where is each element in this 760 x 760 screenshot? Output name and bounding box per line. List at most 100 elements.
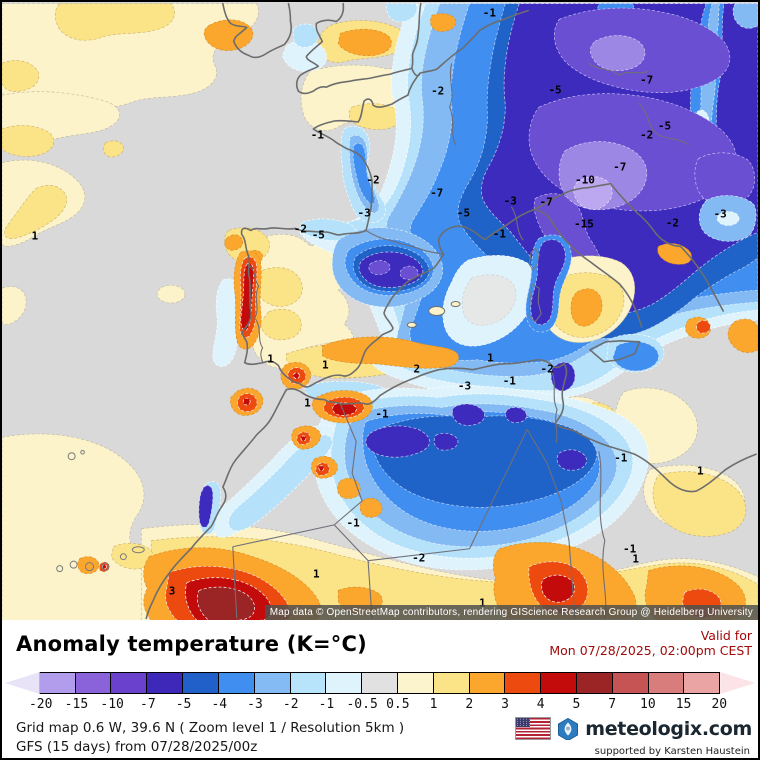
scale-tick: -15 [64,697,89,712]
layer-islands [56,301,461,573]
scale-tick: -0.5 [346,697,378,712]
scale-tick: 20 [711,697,728,712]
contour-label: 3 [168,584,176,598]
contour-label: -5 [311,228,325,242]
scale-tick: 0.5 [386,697,410,712]
contour-label: -15 [573,217,594,231]
scale-cell [540,672,577,694]
contour-label: -1 [492,227,506,241]
map-attribution: Map data © OpenStreetMap contributors, r… [264,605,758,620]
scale-tick: -5 [175,697,192,712]
scale-cell [504,672,542,694]
scale-cell [432,672,470,694]
scale-cell [468,672,506,694]
valid-datetime: Mon 07/28/2025, 02:00pm CEST [549,643,752,658]
scale-tick: -7 [140,697,156,712]
brand-row: meteologix.com [515,717,752,740]
scale-tick: -1 [318,697,335,712]
grid-info-line2: GFS (15 days) from 07/28/2025/00z [16,739,258,755]
contour-label: -2 [540,362,554,376]
contour-label: 1 [479,596,486,610]
scale-tick: 1 [429,697,438,712]
grid-info: Grid map 0.6 W, 39.6 N ( Zoom level 1 / … [16,719,404,757]
contour-label: -5 [456,206,471,220]
scale-cell [182,672,219,694]
contour-label: -1 [375,407,389,421]
legend-panel: Anomaly temperature (K=°C) Valid for Mon… [2,620,758,758]
contour-label: -1 [346,516,360,530]
brand-link[interactable]: meteologix.com [585,717,752,740]
scale-cell [253,672,291,694]
color-scale [5,672,756,694]
scale-tick: -20 [28,697,53,712]
scale-arrow-below [5,672,40,694]
contour-label: 1 [696,464,704,478]
scale-tick: 5 [572,697,581,712]
coastlines [145,2,757,620]
contour-label: 1 [487,351,494,365]
scale-cell [217,672,255,694]
weather-map[interactable]: 1 -1 -2 -2 -5 -3 -1 -2 -5 -7 -5 -2 -7 -10 -15 -7 -3 -5 -7-… [2,2,758,620]
contour-label: 1 [313,567,320,581]
contour-label: -7 [613,160,627,174]
scale-cell [683,672,721,694]
scale-cell [74,672,112,694]
contour-label: -1 [482,6,497,20]
grid-info-line1: Grid map 0.6 W, 39.6 N ( Zoom level 1 / … [16,720,405,736]
scale-tick: 3 [501,697,509,712]
contour-label: -3 [357,206,371,220]
scale-cell [38,672,76,694]
layer-warm [77,13,758,620]
scale-cell [110,672,148,694]
contour-label: -10 [574,173,595,187]
contour-label: -2 [366,173,380,187]
scale-tick: -10 [100,697,124,712]
scale-cell [325,672,363,694]
contour-label: -1 [623,542,637,556]
valid-label: Valid for [700,628,752,643]
contour-label: -3 [457,379,472,393]
contour-label: -2 [639,128,654,142]
scale-arrow-above [720,672,756,694]
contour-label: -7 [539,195,553,209]
contour-label: -2 [431,84,445,98]
page-title: Anomaly temperature (K=°C) [16,632,367,656]
scale-cell [396,672,434,694]
scale-cell [611,672,649,694]
contour-label: -7 [639,73,654,87]
meteologix-logo-icon [558,717,579,740]
scale-cell [647,672,685,694]
contour-label: -1 [614,451,628,465]
scale-cell [289,672,327,694]
scale-cell [576,672,613,694]
scale-tick: -4 [211,697,228,712]
contour-label: -2 [665,216,680,230]
valid-time: Valid for Mon 07/28/2025, 02:00pm CEST [549,628,752,658]
contour-label: 1 [321,358,329,372]
contour-label: 1 [31,229,39,243]
scale-tick: -2 [282,697,299,712]
scale-tick: 2 [465,697,474,712]
contour-label: -5 [657,119,672,133]
scale-cell [361,672,398,694]
scale-tick: 4 [536,697,545,712]
anomaly-map-graphic [2,2,758,620]
contour-label: 1 [632,552,639,566]
contour-label: 2 [413,362,421,376]
contour-label: -1 [310,128,324,142]
contour-label: 1 [304,396,311,410]
country-borders [232,62,689,619]
contour-label: -3 [713,207,727,221]
contour-label: -3 [503,194,517,208]
contour-label: -5 [548,83,562,97]
scale-tick: 7 [608,697,617,712]
contour-label: -2 [293,222,308,236]
contour-label: -2 [412,551,426,565]
color-scale-ticks: -20 -15 -10 -7 -5 -4 -3 -2 -1 -0.5 0.5 1 2 3 4 5 7 10 15 20 [5,697,755,713]
supported-by: supported by Karsten Haustein [594,746,750,757]
scale-tick: -3 [247,697,263,712]
contour-label: 1 [267,352,274,366]
contour-label: -7 [430,186,444,200]
us-flag-icon [515,717,552,740]
